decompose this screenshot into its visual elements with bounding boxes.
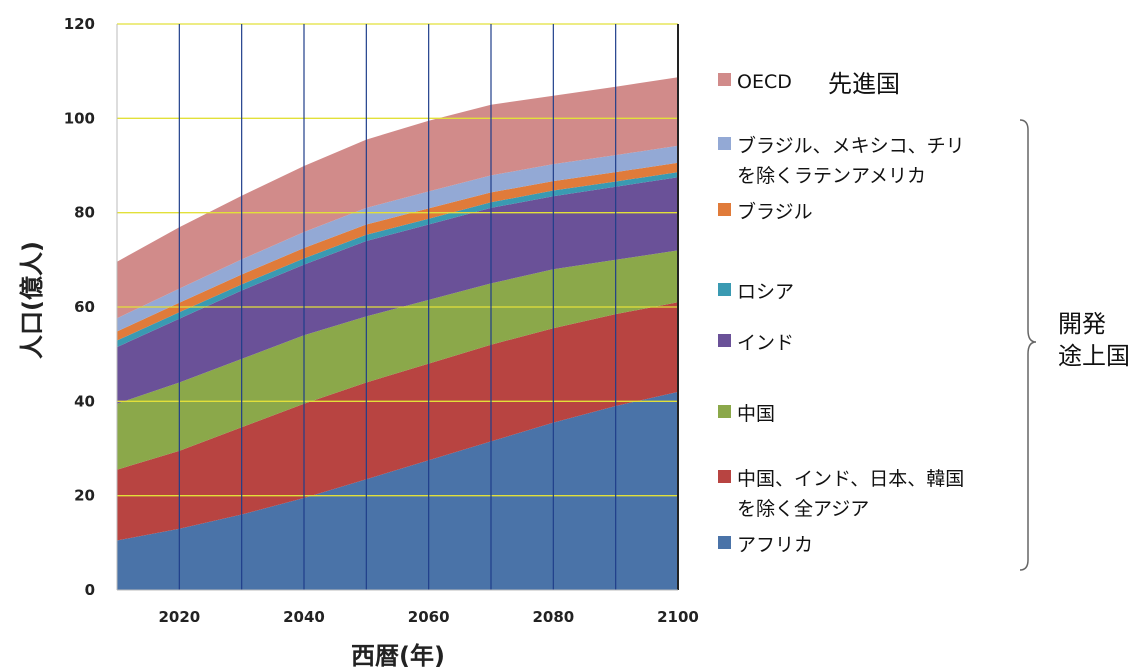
y-tick-label-100: 100: [64, 109, 95, 127]
legend-label: 中国、インド、日本、韓国 を除く全アジア: [737, 468, 965, 520]
y-tick-label-120: 120: [64, 15, 95, 33]
x-tick-label-2060: 2060: [408, 608, 450, 626]
group-label-developing: 開発 途上国: [1058, 310, 1130, 370]
legend-label: OECD: [737, 71, 792, 93]
legend-label: 中国: [737, 403, 776, 425]
x-tick-labels: 2020 2040 2060 2080 2100: [158, 608, 698, 626]
group-brace: [1019, 119, 1037, 571]
legend-swatch: [718, 73, 731, 86]
area-series-1: [117, 302, 678, 541]
legend-item-3: インド: [718, 328, 794, 358]
legend-item-6: ブラジル、メキシコ、チリ を除くラテンアメリカ: [718, 131, 965, 191]
y-tick-label-60: 60: [74, 298, 95, 316]
y-tick-labels: 0 20 40 60 80 100 120: [64, 15, 95, 599]
area-series-6: [117, 145, 678, 332]
legend-item-7: OECD: [718, 67, 792, 97]
y-tick-label-20: 20: [74, 487, 95, 505]
legend-item-5: ブラジル: [718, 197, 813, 227]
area-series-7: [117, 77, 678, 319]
legend-swatch: [718, 137, 731, 150]
x-tick-label-2040: 2040: [283, 608, 325, 626]
legend-swatch: [718, 470, 731, 483]
legend-swatch: [718, 536, 731, 549]
legend-item-4: ロシア: [718, 277, 794, 307]
legend-label: アフリカ: [737, 534, 814, 556]
legend-swatch: [718, 334, 731, 347]
area-layers: [117, 77, 678, 590]
legend-label: ロシア: [737, 281, 795, 303]
x-tick-label-2080: 2080: [532, 608, 574, 626]
x-axis-title: 西暦(年): [351, 642, 445, 670]
legend-label: インド: [737, 332, 795, 354]
area-series-0: [117, 391, 678, 590]
y-axis-title: 人口(億人): [18, 241, 46, 359]
y-tick-label-0: 0: [85, 581, 95, 599]
legend-label: ブラジル、メキシコ、チリ を除くラテンアメリカ: [737, 135, 965, 187]
legend-label: ブラジル: [737, 201, 813, 223]
legend: OECD ブラジル、メキシコ、チリ を除くラテンアメリカブラジルロシアインド中国中…: [718, 60, 1138, 620]
axes: [116, 24, 679, 591]
area-series-5: [117, 162, 678, 341]
legend-item-1: 中国、インド、日本、韓国 を除く全アジア: [718, 464, 964, 524]
legend-swatch: [718, 405, 731, 418]
y-tick-label-80: 80: [74, 204, 95, 222]
area-series-3: [117, 177, 678, 404]
x-tick-label-2100: 2100: [657, 608, 699, 626]
x-tick-label-2020: 2020: [158, 608, 200, 626]
legend-swatch: [718, 203, 731, 216]
legend-swatch: [718, 283, 731, 296]
legend-item-0: アフリカ: [718, 530, 813, 560]
legend-item-2: 中国: [718, 399, 775, 429]
y-tick-label-40: 40: [74, 392, 95, 410]
legend-note-developed: 先進国: [828, 70, 900, 98]
area-series-2: [117, 250, 678, 470]
vertical-gridlines: [178, 24, 617, 590]
horizontal-gridlines: [117, 23, 678, 497]
